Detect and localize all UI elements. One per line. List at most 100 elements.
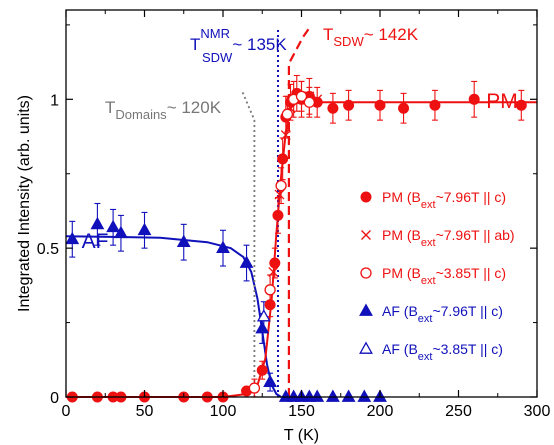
data-point-s2-p1 (264, 284, 276, 296)
data-point-s3-p15 (325, 389, 340, 402)
x-tick-label: 250 (445, 403, 472, 420)
x-tick-label: 50 (136, 403, 154, 420)
legend-label-rest: ~7.96T || ab) (436, 227, 515, 243)
data-point-s0-p26 (515, 99, 527, 111)
data-point-s3-p7 (239, 255, 254, 268)
x-tick-label: 200 (367, 403, 394, 420)
data-point-s1-p0-stroke-b (268, 267, 279, 277)
data-point-s0-p10 (264, 299, 276, 311)
sdw-transition-dashed-line (287, 27, 311, 397)
legend-label-main: PM (B (382, 265, 421, 281)
y-axis-label: Integrated Intensity (arb. units) (16, 95, 33, 312)
legend-marker (361, 230, 371, 240)
data-point-s0-p13 (277, 153, 289, 165)
data-point-s3-p8 (255, 320, 270, 334)
legend-entry-2: PM (Bext~3.85T || c) (360, 265, 506, 287)
data-point-s1-p2-stroke-b (280, 130, 291, 140)
af-region-label: AF (82, 230, 109, 253)
legend-label-subscript: ext (421, 275, 436, 287)
annotation-subscript: Domains (115, 107, 167, 122)
data-point-s1-p0 (268, 267, 279, 277)
legend-entry-1: PM (Bext~7.96T || ab) (361, 227, 515, 249)
annotation-subscript: SDW (202, 50, 233, 65)
legend-label-main: AF (B (382, 341, 418, 357)
legend-label-rest: ~3.85T || c) (432, 341, 502, 357)
data-point-s2-p2 (275, 179, 287, 192)
data-point-s3-p6 (216, 240, 230, 254)
x-tick-label: 100 (210, 403, 237, 420)
x-tick-label: 300 (524, 403, 551, 420)
annotation-symbol: T (105, 98, 115, 117)
x-tick-label: 150 (288, 403, 315, 420)
data-point-s0-p11 (269, 257, 281, 269)
data-point-s0-p12 (272, 209, 284, 221)
data-point-s2-p5 (295, 90, 308, 102)
legend-label-subscript: ext (418, 313, 433, 325)
annotation-symbol: T (323, 25, 333, 44)
data-point-s1-p2 (280, 130, 291, 140)
legend-label-main: PM (B (382, 227, 421, 243)
data-point-s1-p1 (274, 189, 285, 200)
legend-label-rest: ~7.96T || c) (432, 303, 502, 319)
legend-label: AF (Bext~3.85T || c) (382, 341, 503, 363)
domains-transition-annotation: TDomains~ 120K (105, 98, 222, 122)
data-point-s3-p5 (176, 234, 191, 248)
x-axis-label: T (K) (284, 427, 319, 444)
data-point-s3-p9 (263, 374, 278, 387)
x-tick-label: 0 (62, 403, 71, 420)
legend-marker (359, 341, 373, 354)
y-tick-label: 1 (50, 92, 59, 109)
series-4 (256, 309, 271, 322)
data-point-s3-p4 (137, 222, 152, 236)
data-point-s3-p0 (65, 231, 80, 245)
legend-marker-stroke-b (361, 230, 371, 240)
y-tick-label: 0 (50, 390, 59, 407)
nmr-transition-annotation: TNMR SDW~ 135K (190, 26, 287, 65)
data-point-s1-p1-stroke-b (274, 189, 285, 200)
legend-marker (360, 267, 372, 279)
data-point-s3-p1 (90, 216, 105, 230)
data-point-s0-p21 (343, 99, 355, 111)
legend-entry-0: PM (Bext~7.96T || c) (360, 189, 506, 211)
legend-marker (359, 303, 373, 316)
legend-marker (360, 191, 372, 203)
domains-transition-dotted-line (240, 90, 256, 397)
legend-label: PM (Bext~7.96T || ab) (382, 227, 515, 249)
data-point-s2-p0 (248, 382, 261, 394)
annotation-symbol: T (190, 35, 200, 54)
data-point-s0-p24 (429, 99, 441, 111)
legend-label-main: AF (B (382, 303, 418, 319)
sdw-transition-annotation: TSDW~ 142K (323, 25, 419, 49)
data-point-s2-p3 (281, 108, 294, 120)
data-point-s4-p0 (256, 309, 271, 322)
data-point-s3-p14 (310, 389, 325, 402)
legend-label-rest: ~3.85T || c) (436, 265, 506, 281)
series-2 (248, 90, 316, 394)
data-point-s3-p17 (357, 389, 372, 402)
axes: 0 50 100 150 200 250 300 0 0.5 1 T (K) Integrated I… (16, 9, 551, 444)
legend-label: PM (Bext~7.96T || c) (382, 189, 506, 211)
annotation-subscript: SDW (333, 34, 364, 49)
legend-entry-4: AF (Bext~3.85T || c) (359, 341, 503, 363)
legend-label-rest: ~7.96T || c) (436, 189, 506, 205)
data-point-s0-p23 (398, 102, 410, 114)
annotation-value: ~ 135K (232, 35, 287, 54)
data-point-s3-p16 (341, 389, 356, 402)
data-point-s3-p2 (106, 219, 121, 233)
legend-label-subscript: ext (418, 351, 433, 363)
annotation-superscript: NMR (200, 26, 230, 41)
legend-entry-3: AF (Bext~7.96T || c) (359, 303, 503, 325)
annotation-value: ~ 120K (167, 98, 222, 117)
legend-label: PM (Bext~3.85T || c) (382, 265, 506, 287)
annotation-value: ~ 142K (364, 25, 419, 44)
data-point-s0-p20 (327, 102, 339, 114)
data-point-s2-p6 (303, 96, 316, 108)
data-point-s0-p25 (468, 93, 480, 105)
data-point-s3-p3 (114, 225, 128, 239)
legend-label-subscript: ext (421, 199, 436, 211)
pm-region-label: PM (486, 90, 518, 113)
legend-label: AF (Bext~7.96T || c) (382, 303, 503, 325)
data-point-s0-p22 (374, 99, 386, 111)
